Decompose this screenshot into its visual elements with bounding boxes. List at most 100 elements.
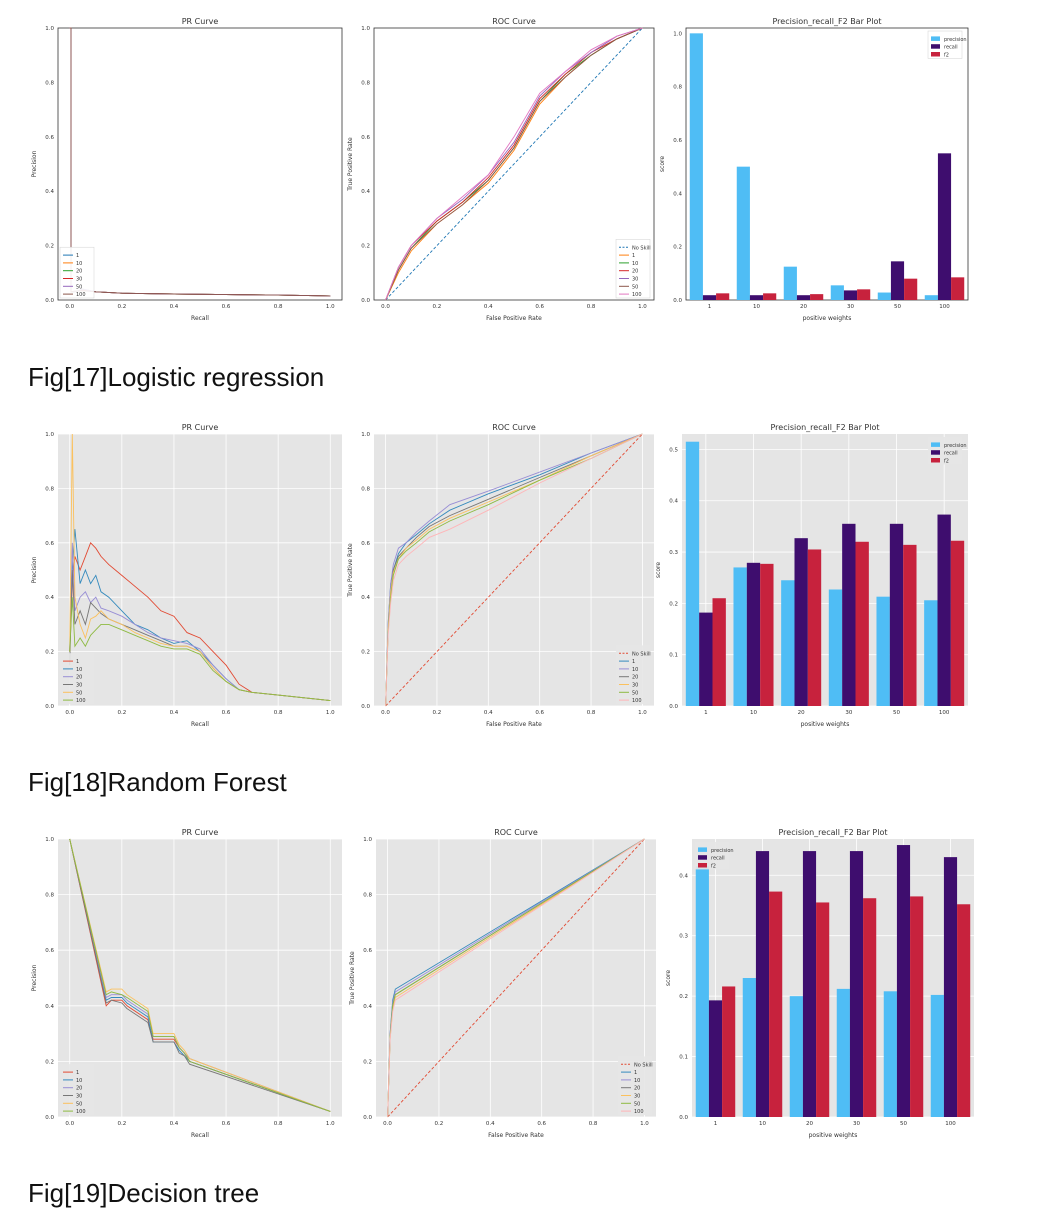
bar-precision-30: [836, 988, 850, 1117]
legend-label-1: 1: [632, 253, 635, 259]
bar-f2-20: [816, 902, 830, 1117]
legend-swatch-precision: [931, 442, 940, 447]
bar-recall-1: [702, 295, 717, 300]
legend-label-1: 1: [634, 1070, 637, 1076]
y-tick-label: 0.6: [363, 948, 372, 954]
bar-recall-30: [849, 851, 864, 1117]
x-tick-label: 0.2: [117, 1121, 126, 1127]
bar-precision-1: [685, 441, 700, 706]
series-line-100: [69, 838, 331, 1112]
x-tick-label: 50: [893, 710, 900, 716]
plot-area: [58, 434, 342, 706]
y-tick-label: 0.2: [669, 601, 678, 607]
legend-label-50: 50: [76, 690, 82, 696]
legend-label-30: 30: [632, 277, 638, 283]
legend-label-100: 100: [76, 698, 86, 704]
x-tick-label: 1.0: [638, 304, 647, 310]
y-axis-label: score: [659, 156, 666, 172]
x-tick-label: 0.4: [486, 1121, 495, 1127]
bar-recall-50: [889, 523, 904, 706]
bar-recall-50: [890, 261, 905, 300]
x-axis-label: False Positive Rate: [486, 315, 542, 322]
y-tick-label: 0.2: [361, 244, 370, 250]
y-tick-label: 0.8: [361, 80, 370, 86]
y-tick-label: 1.0: [361, 26, 370, 32]
y-tick-label: 0.6: [673, 138, 682, 144]
bar-f2-30: [863, 898, 877, 1117]
legend-label-10: 10: [76, 1078, 82, 1084]
y-tick-label: 0.2: [45, 650, 54, 656]
bar-precision-10: [733, 567, 747, 706]
x-axis-label: Recall: [191, 1132, 209, 1139]
legend-label-10: 10: [634, 1078, 640, 1084]
x-axis-label: positive weights: [801, 721, 850, 728]
y-tick-label: 0.8: [673, 85, 682, 91]
x-tick-label: 0.2: [117, 304, 126, 310]
series-line-100: [387, 838, 645, 1118]
y-tick-label: 0.4: [45, 1004, 54, 1010]
y-tick-label: 0.0: [45, 704, 54, 710]
chart-title: Precision_recall_F2 Bar Plot: [770, 423, 879, 432]
bar-precision-20: [783, 266, 797, 300]
legend-swatch-f2: [931, 52, 940, 57]
series-line-1: [69, 541, 331, 702]
y-tick-label: 0.2: [363, 1059, 372, 1065]
x-axis-label: Recall: [191, 315, 209, 322]
legend-label-30: 30: [632, 683, 638, 689]
legend-label-30: 30: [76, 1094, 82, 1100]
figure-caption-18: Fig[18]Random Forest: [28, 767, 287, 797]
series-line-No Skill: [385, 27, 643, 301]
legend: [618, 1056, 652, 1115]
x-tick-label: 0.8: [587, 304, 596, 310]
y-axis-label: True Positive Rate: [347, 137, 354, 192]
y-tick-label: 0.0: [45, 1115, 54, 1121]
y-tick-label: 0.4: [679, 873, 688, 879]
bar-precision-30: [828, 589, 843, 706]
bar-precision-1: [695, 866, 709, 1117]
bar-recall-20: [802, 851, 817, 1117]
chart-title: ROC Curve: [492, 423, 536, 432]
legend-label-precision: precision: [944, 443, 967, 449]
y-tick-label: 0.0: [669, 704, 678, 710]
x-tick-label: 0.6: [537, 1121, 546, 1127]
y-tick-label: 0.1: [669, 653, 678, 659]
bar-precision-10: [736, 166, 750, 300]
bar-precision-100: [930, 994, 944, 1117]
x-tick-label: 0.2: [433, 304, 442, 310]
legend-label-30: 30: [76, 277, 82, 283]
legend-label-1: 1: [632, 659, 635, 665]
y-tick-label: 0.6: [45, 948, 54, 954]
series-line-50: [385, 433, 643, 707]
y-tick-label: 0.2: [361, 650, 370, 656]
legend-swatch-precision: [931, 36, 940, 41]
legend-label-20: 20: [632, 675, 638, 681]
legend-label-No Skill: No Skill: [632, 245, 651, 251]
y-tick-label: 0.3: [679, 934, 688, 940]
legend-label-100: 100: [76, 292, 86, 298]
legend-swatch-recall: [931, 450, 940, 455]
legend: [616, 645, 650, 704]
chart-title: PR Curve: [182, 423, 219, 432]
x-axis-label: False Positive Rate: [486, 721, 542, 728]
x-tick-label: 0.4: [170, 1121, 179, 1127]
legend-label-10: 10: [76, 667, 82, 673]
bar-recall-1: [699, 612, 713, 706]
bar-f2-100: [957, 904, 971, 1117]
legend-swatch-f2: [698, 863, 707, 868]
legend-label-10: 10: [632, 261, 638, 267]
bar-f2-1: [716, 293, 730, 300]
x-tick-label: 0.4: [484, 304, 493, 310]
bar-f2-10: [760, 563, 774, 706]
chart-panel-rf-roc: ROC Curve 0.0 0.2 0.4 0.6 0.8 1.0 0.0 0.2 0.4 0.6 0…: [344, 420, 662, 732]
figure-caption-19: Fig[19]Decision tree: [28, 1178, 260, 1208]
bar-f2-20: [810, 294, 824, 300]
y-tick-label: 1.0: [45, 432, 54, 438]
y-tick-label: 0.1: [679, 1055, 688, 1061]
x-axis-label: False Positive Rate: [488, 1132, 544, 1139]
chart-title: PR Curve: [182, 17, 219, 26]
x-tick-label: 0.6: [222, 710, 231, 716]
x-axis-label: positive weights: [803, 315, 852, 322]
chart-panel-lr-pr: PR Curve 0.0 0.2 0.4 0.6 0.8 1.0 0.0 0.2 0.4 0.6 0.…: [28, 14, 350, 326]
bar-recall-20: [796, 295, 811, 300]
x-tick-label: 1: [704, 710, 708, 716]
